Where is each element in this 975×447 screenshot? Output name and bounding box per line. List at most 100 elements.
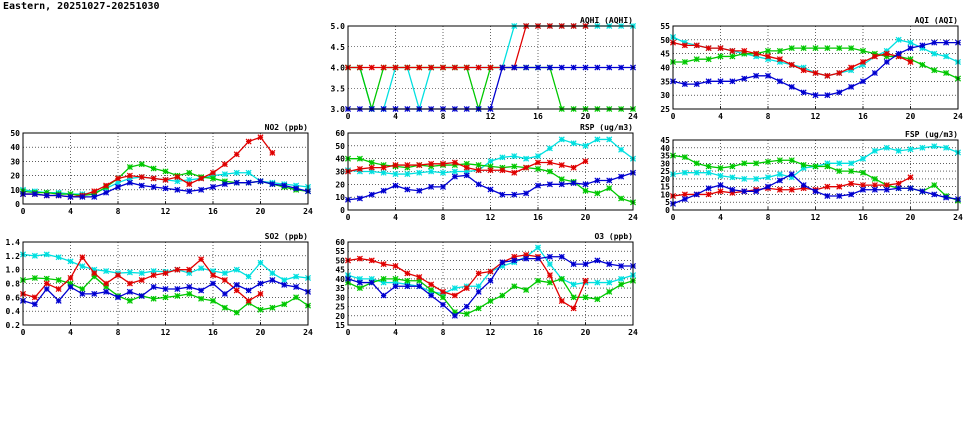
data-point xyxy=(269,181,276,188)
data-point xyxy=(380,292,387,299)
data-point xyxy=(451,309,458,316)
data-point xyxy=(741,175,748,182)
data-point xyxy=(681,196,688,203)
x-tick-label: 4 xyxy=(68,207,73,216)
x-tick-label: 12 xyxy=(161,328,171,337)
x-tick-label: 20 xyxy=(581,213,591,222)
data-point xyxy=(439,301,447,308)
data-point xyxy=(943,39,950,46)
data-point xyxy=(126,297,133,304)
data-point xyxy=(392,171,399,178)
data-point xyxy=(257,280,264,287)
data-point xyxy=(55,254,62,261)
y-tick-label: 55 xyxy=(660,22,670,31)
data-point xyxy=(848,45,855,52)
data-point xyxy=(693,169,700,176)
x-tick-label: 24 xyxy=(303,328,313,337)
data-point xyxy=(368,279,375,286)
y-tick-label: 50 xyxy=(660,36,670,45)
data-point xyxy=(919,61,926,68)
data-point xyxy=(463,172,470,179)
data-point xyxy=(198,287,205,294)
chart-title: AQI (AQI) xyxy=(915,16,958,25)
data-point xyxy=(463,168,470,175)
data-point xyxy=(582,181,589,188)
data-point xyxy=(114,294,122,301)
data-point xyxy=(174,186,181,193)
chart-no2: 0 4 8 12 16 20 24 0 10 20 30 40 50 NO2 (ppb) xyxy=(10,123,313,216)
data-point xyxy=(717,172,724,179)
data-point xyxy=(439,169,447,176)
data-point xyxy=(475,167,482,174)
data-point xyxy=(570,261,577,268)
data-point xyxy=(800,161,807,168)
data-point xyxy=(764,72,772,79)
data-point xyxy=(103,189,110,196)
data-point xyxy=(570,140,577,147)
data-point xyxy=(931,182,938,189)
series-line-cyan xyxy=(22,253,309,281)
data-point xyxy=(618,281,625,288)
data-point xyxy=(221,277,228,284)
series-blue xyxy=(669,171,962,207)
data-point xyxy=(103,268,110,275)
data-point xyxy=(594,190,601,197)
data-point xyxy=(931,143,938,150)
x-tick-label: 12 xyxy=(161,207,171,216)
data-point xyxy=(693,81,700,88)
data-point xyxy=(511,283,518,290)
data-point xyxy=(198,256,205,263)
plot-frame xyxy=(347,132,634,211)
data-point xyxy=(67,280,74,287)
data-point xyxy=(534,182,542,189)
data-point xyxy=(186,176,193,183)
data-point xyxy=(293,273,300,280)
data-point xyxy=(475,283,482,290)
y-tick-label: 25 xyxy=(660,105,670,114)
data-point xyxy=(594,64,601,71)
data-point xyxy=(293,182,300,189)
data-point xyxy=(907,174,914,181)
x-tick-label: 12 xyxy=(811,112,821,121)
data-point xyxy=(883,144,890,151)
data-point xyxy=(233,281,240,288)
data-point xyxy=(293,294,300,301)
data-point xyxy=(126,164,133,171)
data-point xyxy=(836,70,843,77)
data-point xyxy=(741,188,748,195)
data-point xyxy=(186,169,193,176)
data-point xyxy=(582,261,589,268)
data-point xyxy=(764,174,772,181)
data-point xyxy=(582,142,589,149)
data-point xyxy=(717,164,724,172)
y-tick-label: 45 xyxy=(335,266,345,275)
x-tick-label: 0 xyxy=(21,328,26,337)
data-point xyxy=(776,47,783,54)
data-point xyxy=(487,297,494,305)
data-point xyxy=(570,294,577,301)
data-point xyxy=(103,280,110,287)
data-point xyxy=(186,290,193,297)
data-point xyxy=(174,178,181,185)
data-point xyxy=(380,187,387,194)
data-point xyxy=(606,279,613,286)
data-point xyxy=(546,253,553,260)
data-point xyxy=(174,292,181,299)
data-point xyxy=(618,64,625,71)
x-tick-label: 16 xyxy=(858,213,868,222)
data-point xyxy=(487,64,494,71)
data-point xyxy=(499,259,506,266)
data-point xyxy=(487,158,494,165)
data-point xyxy=(186,181,193,188)
data-point xyxy=(693,42,700,49)
plot-frame xyxy=(672,25,959,110)
x-tick-label: 16 xyxy=(533,112,543,121)
data-point xyxy=(764,47,772,54)
data-point xyxy=(741,47,748,54)
data-point xyxy=(788,45,795,52)
data-point xyxy=(741,50,748,57)
data-point xyxy=(558,275,565,282)
data-point xyxy=(558,181,565,188)
data-point xyxy=(931,191,938,198)
data-point xyxy=(606,261,613,268)
